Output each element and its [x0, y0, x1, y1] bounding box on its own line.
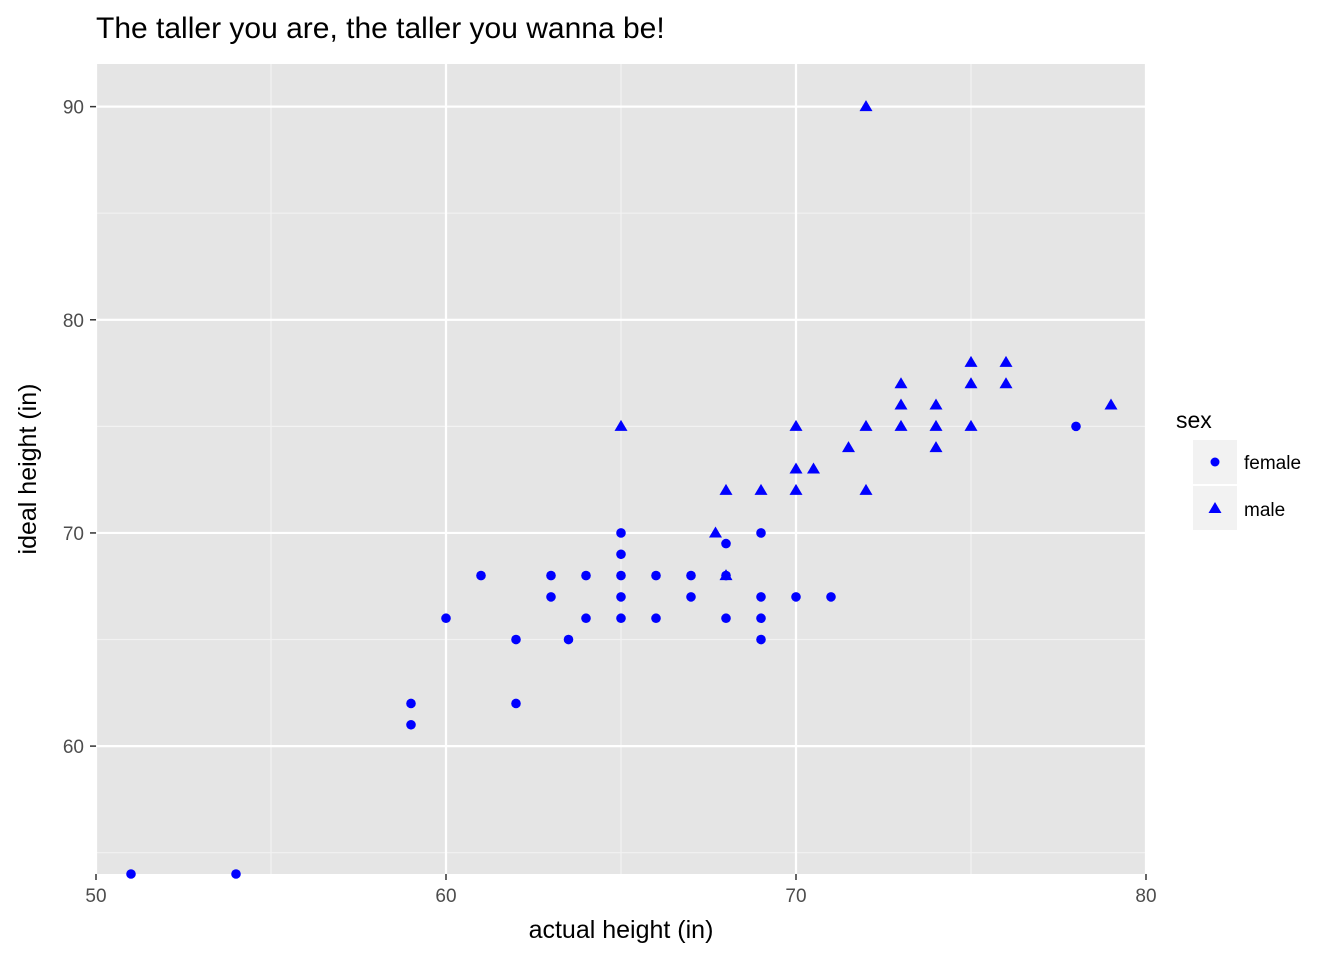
- data-point-female: [826, 592, 836, 602]
- data-point-female: [406, 698, 416, 709]
- data-point-male: [894, 377, 908, 389]
- data-point-male: [789, 483, 803, 495]
- data-point-female: [686, 570, 696, 581]
- data-point-female: [756, 634, 766, 645]
- data-point-male: [929, 419, 943, 431]
- legend-title: sex: [1176, 407, 1212, 433]
- data-point-female: [441, 613, 451, 624]
- data-point-male: [859, 419, 873, 431]
- data-point-female: [616, 613, 626, 624]
- data-point-female: [791, 592, 801, 602]
- data-point-female: [616, 592, 626, 602]
- data-point-female: [546, 592, 556, 602]
- data-points: [126, 100, 1118, 879]
- data-point-male: [719, 483, 733, 495]
- data-point-female: [616, 549, 626, 560]
- data-point-female: [546, 570, 556, 581]
- x-axis-title: actual height (in): [529, 916, 714, 944]
- data-point-male: [754, 483, 768, 495]
- data-point-female: [756, 613, 766, 624]
- data-point-female: [616, 528, 626, 538]
- data-point-male: [789, 462, 803, 474]
- data-point-female: [581, 613, 591, 624]
- data-point-male: [807, 462, 820, 474]
- data-point-male: [929, 441, 943, 453]
- data-point-male: [999, 377, 1013, 389]
- y-axis-ticks: 60 70 80 90: [63, 98, 96, 758]
- data-point-male: [719, 569, 733, 581]
- y-tick-label: 60: [63, 737, 84, 758]
- data-point-male: [709, 526, 722, 538]
- data-point-male: [842, 441, 855, 453]
- y-tick-label: 70: [63, 524, 84, 545]
- y-tick-label: 90: [63, 98, 84, 119]
- data-point-female: [563, 634, 574, 645]
- data-point-male: [964, 419, 978, 431]
- x-tick-label: 80: [1135, 886, 1156, 907]
- data-point-female: [686, 592, 696, 602]
- data-point-female: [581, 570, 591, 581]
- data-point-male: [859, 100, 873, 112]
- data-point-female: [756, 592, 766, 602]
- data-point-male: [859, 483, 873, 495]
- legend-label-male: male: [1244, 500, 1285, 521]
- legend-label-female: female: [1244, 453, 1301, 474]
- data-point-female: [651, 613, 661, 624]
- data-point-female: [721, 538, 731, 549]
- data-point-female: [1071, 421, 1081, 432]
- data-point-male: [894, 419, 908, 431]
- y-axis-title: ideal height (in): [14, 384, 42, 555]
- legend: sex female male: [1176, 407, 1301, 530]
- x-tick-label: 60: [435, 886, 456, 907]
- data-point-male: [789, 419, 803, 431]
- legend-male-marker: [1208, 502, 1222, 513]
- data-point-male: [964, 355, 978, 367]
- data-point-female: [721, 613, 731, 624]
- data-point-male: [964, 377, 978, 389]
- data-point-male: [999, 355, 1013, 367]
- data-point-female: [511, 634, 521, 645]
- x-tick-label: 70: [785, 886, 806, 907]
- data-point-female: [756, 528, 766, 538]
- data-point-female: [126, 869, 136, 879]
- data-point-female: [406, 719, 416, 730]
- x-axis-ticks: 50 60 70 80: [85, 874, 1157, 907]
- x-tick-label: 50: [85, 886, 106, 907]
- data-point-female: [476, 570, 486, 581]
- data-point-male: [894, 398, 908, 410]
- y-tick-label: 80: [63, 311, 84, 332]
- data-point-male: [929, 398, 943, 410]
- data-point-male: [1104, 398, 1118, 410]
- data-point-female: [651, 570, 661, 581]
- data-point-female: [511, 698, 521, 709]
- legend-female-marker: [1210, 457, 1220, 467]
- data-point-female: [616, 570, 626, 581]
- chart-title: The taller you are, the taller you wanna…: [96, 12, 665, 45]
- data-point-female: [231, 869, 241, 879]
- data-point-male: [614, 419, 628, 431]
